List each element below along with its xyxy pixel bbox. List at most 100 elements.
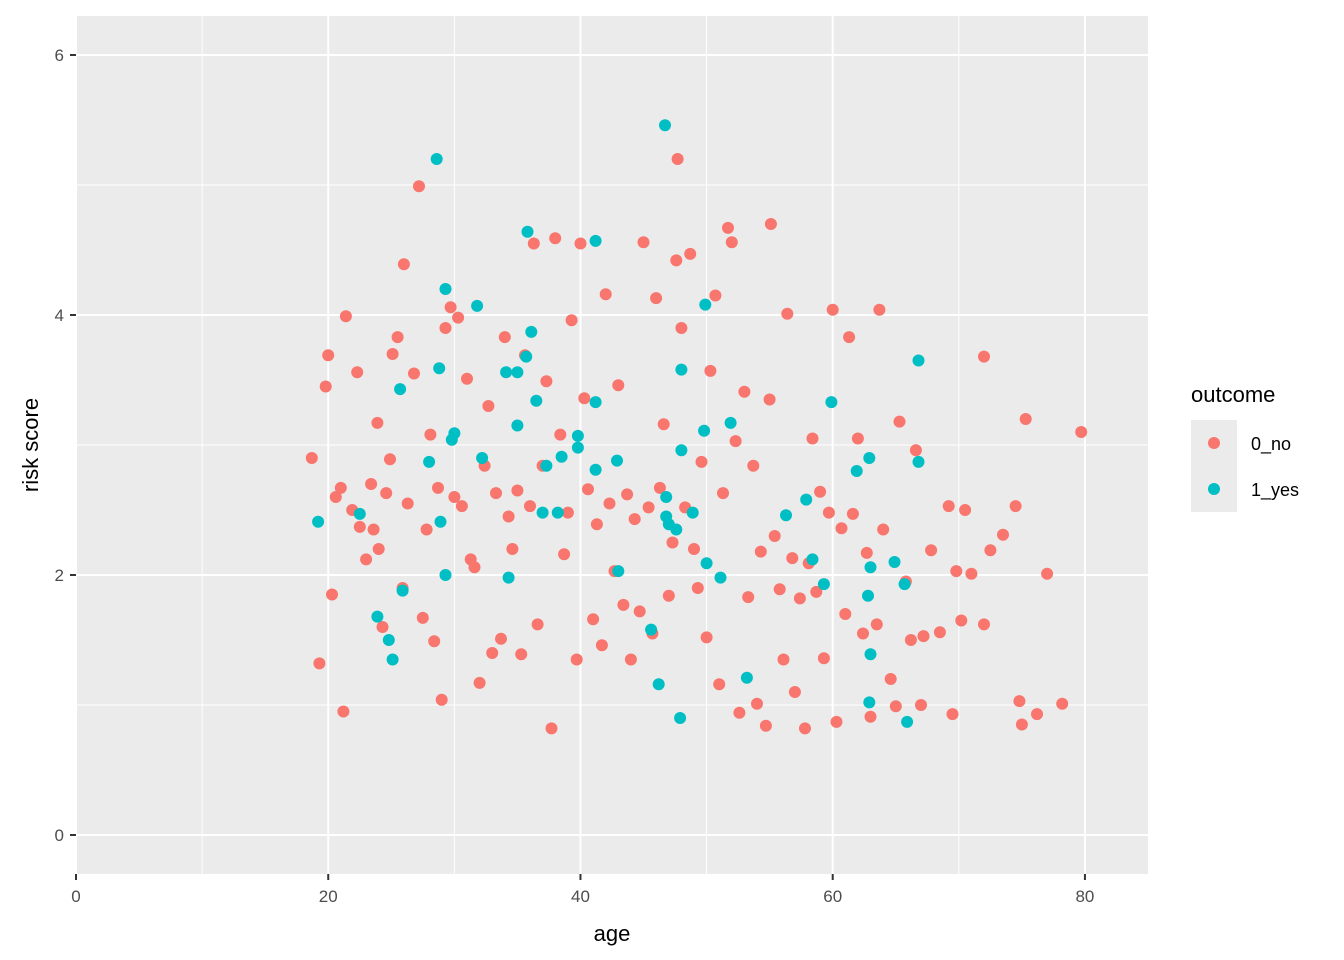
- data-point-0-no: [337, 705, 350, 718]
- legend: outcome 0_no 1_yes: [1191, 382, 1299, 512]
- data-point-0-no: [334, 481, 347, 494]
- data-point-0-no: [561, 506, 574, 519]
- data-point-1-yes: [864, 561, 877, 574]
- data-point-1-yes: [674, 712, 687, 724]
- data-point-0-no: [671, 153, 684, 165]
- data-point-1-yes: [511, 419, 524, 432]
- data-point-0-no: [946, 708, 959, 721]
- data-point-0-no: [495, 632, 507, 645]
- data-point-1-yes: [371, 610, 384, 623]
- data-point-0-no: [432, 481, 444, 494]
- data-point-1-yes: [652, 678, 665, 691]
- data-point-0-no: [950, 565, 963, 578]
- data-point-0-no: [428, 635, 441, 648]
- data-point-0-no: [843, 331, 856, 344]
- data-point-1-yes: [536, 506, 549, 519]
- data-point-0-no: [846, 507, 859, 520]
- data-point-0-no: [662, 589, 675, 602]
- data-point-1-yes: [521, 225, 534, 238]
- data-point-0-no: [675, 322, 688, 334]
- data-point-0-no: [424, 428, 437, 441]
- data-point-1-yes: [423, 455, 436, 468]
- data-point-0-no: [709, 289, 722, 302]
- data-point-0-no: [628, 513, 641, 526]
- data-point-0-no: [326, 588, 338, 601]
- data-point-0-no: [788, 686, 801, 698]
- data-point-0-no: [439, 322, 452, 334]
- data-point-1-yes: [571, 429, 584, 442]
- data-point-0-no: [455, 500, 468, 513]
- data-point-0-no: [884, 673, 897, 685]
- data-point-0-no: [835, 522, 848, 535]
- data-point-0-no: [319, 380, 332, 393]
- data-point-0-no: [408, 367, 420, 380]
- data-point-1-yes: [817, 578, 830, 591]
- data-point-1-yes: [724, 416, 737, 429]
- data-point-0-no: [695, 455, 708, 468]
- data-point-0-no: [444, 301, 457, 314]
- data-point-1-yes: [686, 506, 699, 519]
- data-point-0-no: [624, 653, 637, 666]
- legend-title: outcome: [1191, 382, 1275, 407]
- data-point-1-yes: [530, 394, 543, 407]
- data-point-0-no: [959, 504, 972, 516]
- data-point-0-no: [416, 611, 429, 624]
- x-axis-tick-labels: 0 20 40 60 80: [71, 887, 1094, 906]
- data-point-0-no: [574, 237, 587, 250]
- y-tick-label: 6: [55, 46, 64, 65]
- data-point-0-no: [633, 605, 646, 618]
- data-point-0-no: [657, 418, 670, 431]
- data-point-0-no: [684, 247, 697, 260]
- data-point-0-no: [725, 236, 738, 249]
- data-point-1-yes: [670, 523, 683, 536]
- data-point-0-no: [1013, 695, 1026, 708]
- data-point-0-no: [372, 543, 385, 555]
- data-point-0-no: [777, 653, 790, 666]
- data-point-1-yes: [675, 444, 688, 457]
- data-point-0-no: [773, 583, 786, 596]
- data-point-1-yes: [448, 427, 461, 440]
- data-point-0-no: [578, 392, 591, 405]
- data-point-0-no: [420, 523, 433, 536]
- y-tick-label: 2: [55, 566, 64, 585]
- data-point-0-no: [531, 618, 544, 631]
- data-point-0-no: [397, 258, 410, 271]
- data-point-1-yes: [659, 119, 671, 132]
- data-point-0-no: [490, 487, 502, 500]
- data-point-1-yes: [353, 507, 366, 520]
- data-point-1-yes: [433, 362, 446, 375]
- data-point-1-yes: [589, 396, 602, 409]
- data-point-0-no: [473, 676, 486, 689]
- data-point-0-no: [353, 520, 366, 533]
- data-point-0-no: [305, 452, 318, 464]
- data-point-0-no: [1015, 718, 1028, 731]
- data-point-0-no: [877, 523, 890, 536]
- data-point-1-yes: [850, 465, 863, 477]
- data-point-1-yes: [394, 383, 407, 396]
- data-point-0-no: [893, 415, 906, 428]
- data-point-0-no: [360, 553, 373, 566]
- data-point-1-yes: [476, 452, 489, 464]
- y-tick-label: 4: [55, 306, 64, 325]
- data-point-0-no: [386, 348, 399, 360]
- data-point-0-no: [515, 648, 528, 661]
- data-point-0-no: [650, 292, 663, 305]
- data-point-0-no: [367, 523, 380, 536]
- data-point-0-no: [904, 634, 917, 646]
- data-point-0-no: [452, 311, 465, 324]
- data-point-0-no: [666, 536, 679, 549]
- data-point-0-no: [498, 331, 511, 344]
- data-point-0-no: [1009, 500, 1022, 513]
- data-point-1-yes: [864, 648, 877, 661]
- data-point-0-no: [545, 722, 558, 735]
- data-point-0-no: [468, 561, 481, 574]
- data-point-0-no: [637, 236, 650, 249]
- data-point-1-yes: [912, 455, 925, 468]
- data-point-0-no: [925, 544, 938, 557]
- data-point-0-no: [733, 706, 746, 719]
- data-point-1-yes: [862, 589, 874, 602]
- data-point-0-no: [864, 710, 877, 723]
- data-point-1-yes: [645, 623, 658, 636]
- data-point-1-yes: [863, 452, 876, 464]
